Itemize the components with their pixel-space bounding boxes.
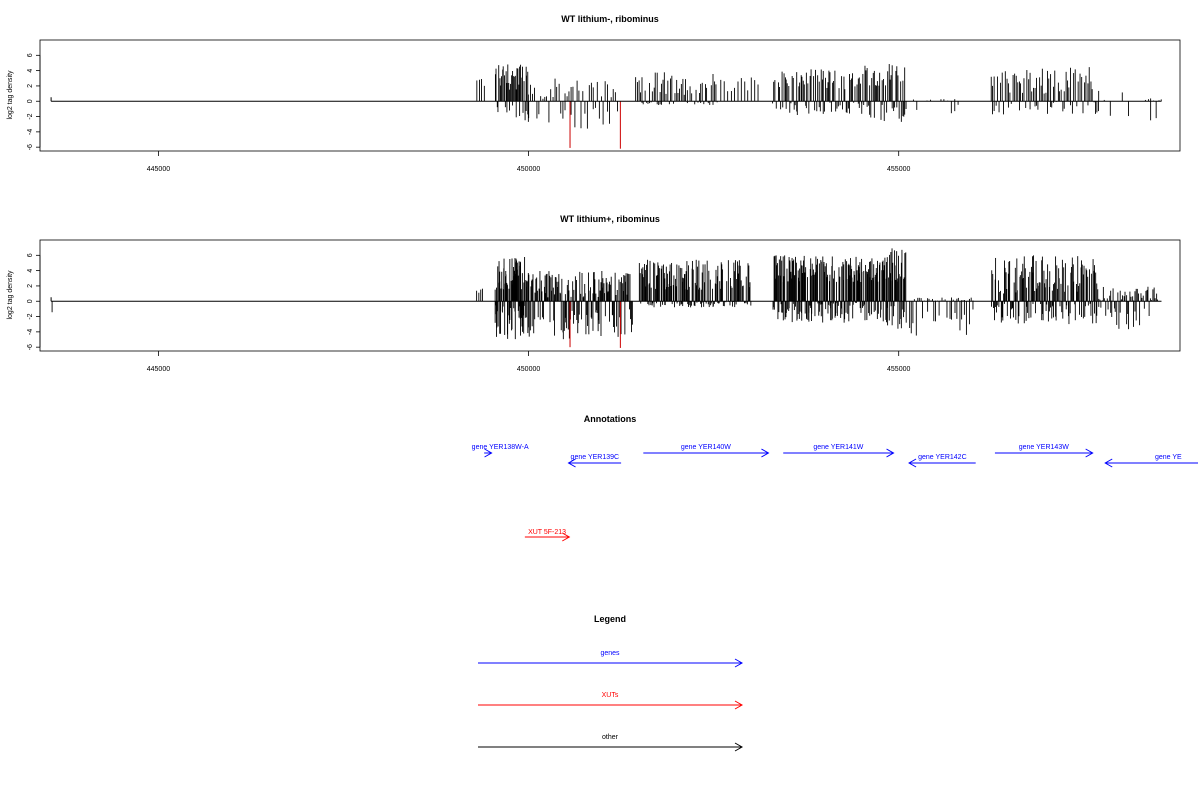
arrow-head (734, 742, 744, 752)
xut-label: XUT 5F-213 (528, 529, 566, 536)
y-axis-label: log2 tag density (7, 270, 14, 320)
legend-items: genes XUTs other (478, 650, 744, 752)
chart-panel-lithium-minus: WT lithium-, ribominus log2 tag density … (7, 14, 1181, 173)
density-bars (50, 64, 1162, 129)
arrow-head (484, 448, 493, 458)
annotations-title: Annotations (584, 414, 637, 424)
arrow-head (567, 458, 576, 468)
gene-feature: gene YER140W (643, 444, 770, 458)
legend-title: Legend (594, 614, 626, 624)
legend-label: genes (600, 650, 620, 657)
x-tick-label: 455000 (887, 366, 910, 373)
legend-item: other (478, 734, 744, 752)
arrow-head (734, 658, 744, 668)
y-tick-label: -4 (27, 129, 34, 135)
arrow-head (908, 458, 917, 468)
y-tick-label: -6 (27, 344, 34, 350)
gene-feature: gene YER142C (908, 454, 976, 468)
x-tick-label: 450000 (517, 166, 540, 173)
y-tick-label: 4 (27, 69, 34, 73)
gene-label: gene YER139C (571, 454, 620, 461)
y-tick-label: -2 (27, 113, 34, 119)
legend-label: XUTs (602, 692, 619, 699)
y-axis: 6 4 2 0 -2 -4 -6 (27, 253, 41, 350)
x-axis: 445000 450000 455000 (147, 351, 910, 373)
gene-label: gene YE (1155, 454, 1182, 461)
arrow-head (886, 448, 895, 458)
xut-track: XUT 5F-213 (524, 529, 571, 542)
highlight-bars (569, 101, 621, 149)
x-tick-label: 445000 (147, 366, 170, 373)
legend-item: genes (478, 650, 744, 668)
y-tick-label: -6 (27, 144, 34, 150)
arrow-head (761, 448, 770, 458)
gene-feature: gene YE (1104, 454, 1198, 468)
legend: Legend genes XUTs other (478, 614, 744, 752)
highlight-bars (569, 301, 621, 348)
x-axis: 445000 450000 455000 (147, 151, 910, 173)
gene-label: gene YER140W (681, 444, 731, 451)
arrow-head (1104, 458, 1113, 468)
gene-label: gene YER143W (1019, 444, 1069, 451)
x-tick-label: 445000 (147, 166, 170, 173)
chart-title: WT lithium-, ribominus (561, 14, 659, 24)
legend-label: other (602, 734, 619, 741)
y-tick-label: 0 (27, 99, 34, 103)
density-bars (50, 248, 1159, 340)
chart-title: WT lithium+, ribominus (560, 214, 660, 224)
y-tick-label: 2 (27, 284, 34, 288)
arrow-head (562, 532, 571, 542)
gene-feature: gene YER138W-A (472, 444, 529, 458)
gene-label: gene YER138W-A (472, 444, 529, 451)
arrow-head (1085, 448, 1094, 458)
y-tick-label: -4 (27, 329, 34, 335)
gene-feature: gene YER141W (783, 444, 895, 458)
y-tick-label: 6 (27, 253, 34, 257)
plot-frame (39, 39, 1181, 152)
y-tick-label: 2 (27, 84, 34, 88)
y-tick-label: -2 (27, 313, 34, 319)
y-tick-label: 6 (27, 53, 34, 57)
y-tick-label: 0 (27, 299, 34, 303)
y-tick-label: 4 (27, 269, 34, 273)
y-axis-label: log2 tag density (7, 70, 14, 120)
legend-item: XUTs (478, 692, 744, 710)
x-tick-label: 455000 (887, 166, 910, 173)
gene-track: gene YER138W-A gene YER139C gene YER140W ge… (472, 444, 1198, 468)
arrow-head (734, 700, 744, 710)
gene-label: gene YER141W (813, 444, 863, 451)
chart-panel-lithium-plus: WT lithium+, ribominus log2 tag density … (7, 214, 1181, 373)
gene-feature: gene YER143W (994, 444, 1094, 458)
gene-feature: gene YER139C (567, 454, 622, 468)
y-axis: 6 4 2 0 -2 -4 -6 (27, 53, 41, 150)
x-tick-label: 450000 (517, 366, 540, 373)
gene-label: gene YER142C (918, 454, 967, 461)
xut-feature: XUT 5F-213 (524, 529, 571, 542)
